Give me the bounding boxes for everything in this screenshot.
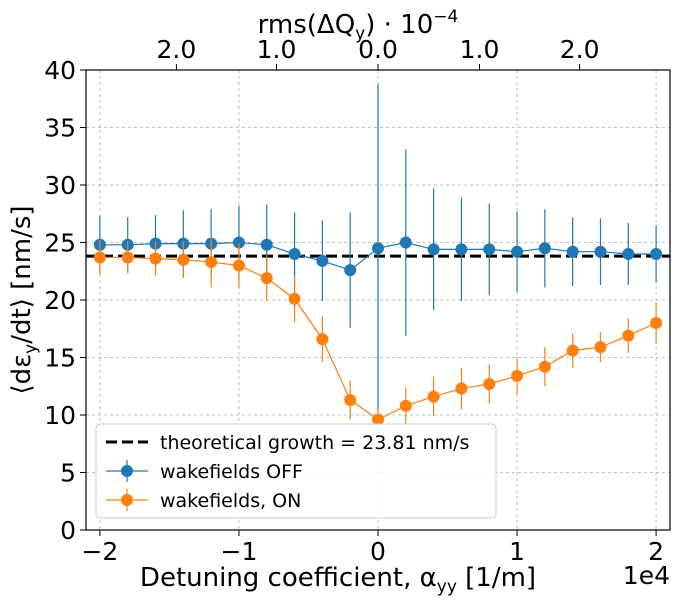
x-axis-multiplier: 1e4 — [623, 561, 670, 590]
data-point — [288, 248, 301, 260]
y-axis-label: ⟨dεy/dt⟩ [nm/s] — [7, 205, 41, 394]
data-point — [455, 243, 468, 256]
data-point — [399, 236, 412, 249]
data-point — [511, 245, 524, 258]
y-tick-label: 30 — [44, 171, 76, 200]
legend-label-theoretical: theoretical growth = 23.81 nm/s — [160, 432, 469, 454]
data-point — [483, 377, 496, 390]
y-tick-label: 5 — [60, 459, 76, 488]
data-point — [594, 341, 607, 354]
data-point — [177, 253, 190, 266]
data-point — [622, 248, 635, 260]
series-wakefields-off — [93, 83, 663, 413]
legend-label: wakefields, ON — [160, 490, 301, 512]
x-axis-label: Detuning coefficient, αyy [1/m] — [140, 563, 536, 597]
x-tick-label: −1 — [221, 537, 258, 566]
legend-label: wakefields OFF — [160, 461, 303, 483]
top-tick-label: 2.0 — [156, 35, 196, 64]
data-point — [650, 248, 663, 260]
data-point — [232, 259, 245, 272]
legend-marker — [121, 494, 133, 506]
data-point — [427, 243, 440, 256]
data-point — [538, 242, 551, 255]
data-point — [344, 264, 357, 277]
y-tick-label: 15 — [44, 344, 76, 373]
y-tick-label: 25 — [44, 229, 76, 258]
data-point — [288, 292, 301, 305]
data-point — [455, 382, 468, 395]
data-point — [566, 344, 579, 357]
data-point — [232, 236, 245, 249]
top-tick-label: 1.0 — [257, 35, 297, 64]
data-point — [538, 360, 551, 373]
data-point — [260, 272, 273, 285]
top-tick-label: 2.0 — [560, 35, 600, 64]
x-tick-label: 1 — [509, 537, 525, 566]
data-point — [316, 333, 329, 346]
data-point — [483, 243, 496, 256]
y-tick-label: 10 — [44, 401, 76, 430]
data-point — [205, 256, 218, 269]
top-tick-label: 1.0 — [460, 35, 500, 64]
data-point — [372, 413, 384, 426]
y-tick-label: 0 — [60, 516, 76, 545]
y-tick-label: 35 — [44, 114, 76, 143]
x-tick-label: 0 — [370, 537, 386, 566]
data-point — [372, 242, 384, 255]
legend-box — [95, 423, 497, 519]
x-tick-label: −2 — [81, 537, 118, 566]
data-point — [511, 369, 524, 382]
data-point — [399, 399, 412, 412]
series-wakefields-on — [93, 236, 663, 432]
data-point — [316, 254, 329, 267]
data-point — [149, 252, 162, 265]
top-tick-label: 0.0 — [358, 35, 398, 64]
x-tick-label: 2 — [648, 537, 664, 566]
y-tick-label: 20 — [44, 286, 76, 315]
data-point — [121, 251, 134, 264]
data-point — [427, 390, 440, 403]
data-point — [594, 245, 607, 258]
data-point — [93, 251, 106, 264]
legend-marker — [121, 465, 133, 477]
legend: theoretical growth = 23.81 nm/s wakefield… — [95, 423, 497, 519]
data-point — [622, 329, 635, 342]
top-axis-label: rms(ΔQy) · 10−4 — [258, 7, 459, 44]
series-group — [93, 83, 663, 432]
y-tick-label: 40 — [44, 56, 76, 85]
data-point — [344, 394, 357, 407]
data-point — [566, 245, 579, 258]
data-point — [260, 238, 273, 251]
data-point — [650, 317, 663, 329]
